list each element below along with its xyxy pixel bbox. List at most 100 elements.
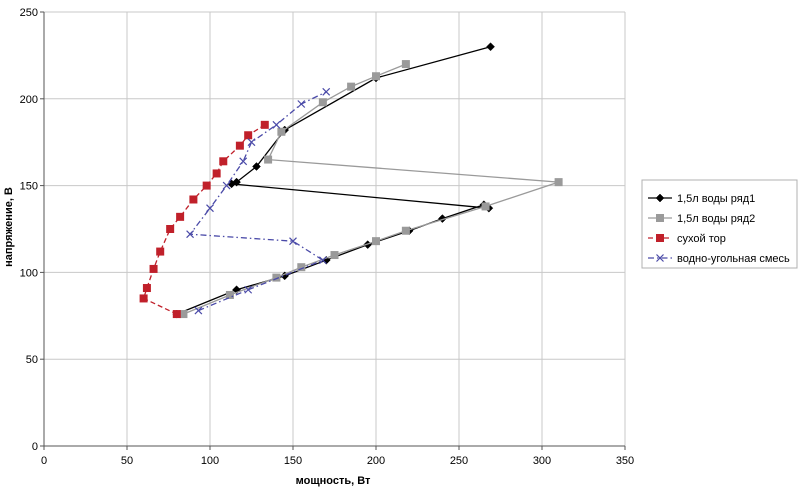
x-tick-label: 0 [41,455,47,467]
data-point [297,100,306,108]
point-marker-stroke [194,306,203,315]
data-point [156,247,165,256]
series [139,42,563,319]
data-point [272,120,281,129]
legend-label: сухой тор [677,233,726,245]
data-point [232,177,241,187]
point-marker-stroke [656,254,664,262]
y-tick-label: 200 [20,94,38,106]
series-line [176,46,492,315]
data-point [176,212,185,221]
data-point [189,195,198,204]
legend-label: 1,5л воды ряд2 [677,213,755,225]
grid-lines [44,11,626,446]
series-4 [186,87,331,315]
legend-marker [656,214,664,222]
x-tick-label: 250 [450,455,468,467]
legend-item: сухой тор [648,233,726,245]
data-point [244,285,253,294]
data-point [481,202,490,211]
legend-item: 1,5л воды ряд2 [648,213,755,225]
legend-item: водно-угольная смесь [648,253,790,265]
data-point [202,181,211,190]
data-point [225,290,234,299]
data-point [239,157,248,166]
x-axis-title: мощность, Вт [296,475,371,487]
x-tick-label: 350 [616,455,634,467]
y-axis-title: напряжение, В [3,187,15,267]
x-tick-labels: 0 50 100 150 200 250 300 350 [41,455,634,467]
data-point [260,120,269,129]
data-point [322,87,331,96]
data-point [139,294,148,303]
data-point [166,225,175,233]
legend-marker [656,234,664,242]
data-point [212,169,221,178]
legend-label: 1,5л воды ряд1 [677,193,755,205]
data-point [289,237,297,246]
x-tick-label: 150 [284,455,302,467]
series-line [188,91,327,312]
series-3 [139,120,269,319]
point-marker-stroke [247,138,256,147]
legend-marker [655,193,665,203]
x-tick-label: 50 [121,455,133,467]
data-point [244,131,253,140]
data-point [372,72,380,81]
data-point [372,237,380,246]
series-line [142,124,266,315]
data-point [486,42,495,52]
data-point [219,157,228,166]
point-marker-stroke [222,181,231,190]
axes [40,11,626,450]
point-marker-stroke [239,157,248,166]
data-point [401,226,410,235]
point-marker-stroke [318,256,327,265]
data-point [172,310,181,319]
data-point [222,181,231,190]
y-tick-label: 0 [32,441,38,453]
point-marker-stroke [297,100,306,108]
data-point [235,141,244,150]
data-point [318,98,327,107]
data-point [149,264,158,273]
data-point [206,204,214,213]
data-point [401,60,410,69]
data-point [142,284,151,293]
legend-marker [656,254,664,262]
y-tick-labels: 0 50 100 150 200 250 [20,7,38,453]
series-line [183,63,559,315]
point-marker-stroke [206,204,214,213]
data-point [554,178,563,187]
data-point [247,138,256,147]
legend-label: водно-угольная смесь [677,253,790,265]
data-point [264,155,273,164]
y-tick-label: 50 [26,354,38,366]
x-tick-label: 100 [201,455,219,467]
data-point [194,306,203,315]
data-point [252,162,261,171]
point-marker-stroke [322,87,331,96]
point-marker-stroke [272,120,281,129]
data-point [318,256,327,265]
legend-border [641,179,798,269]
point-marker-stroke [186,230,195,239]
data-point [179,310,188,319]
y-tick-label: 150 [20,181,38,193]
data-point [277,127,286,136]
point-marker-stroke [244,285,253,294]
y-tick-label: 250 [20,7,38,19]
data-point [347,82,356,91]
data-point [272,273,281,282]
x-tick-label: 300 [533,455,551,467]
legend: 1,5л воды ряд1 1,5л воды ряд2 сухой тор вод… [641,179,798,269]
point-marker-stroke [289,237,297,246]
data-point [297,263,306,272]
data-point [186,230,195,239]
legend-item: 1,5л воды ряд1 [648,193,755,205]
series-2 [179,60,563,319]
x-tick-label: 200 [367,455,385,467]
y-tick-label: 100 [20,267,38,279]
series-1 [172,42,495,319]
